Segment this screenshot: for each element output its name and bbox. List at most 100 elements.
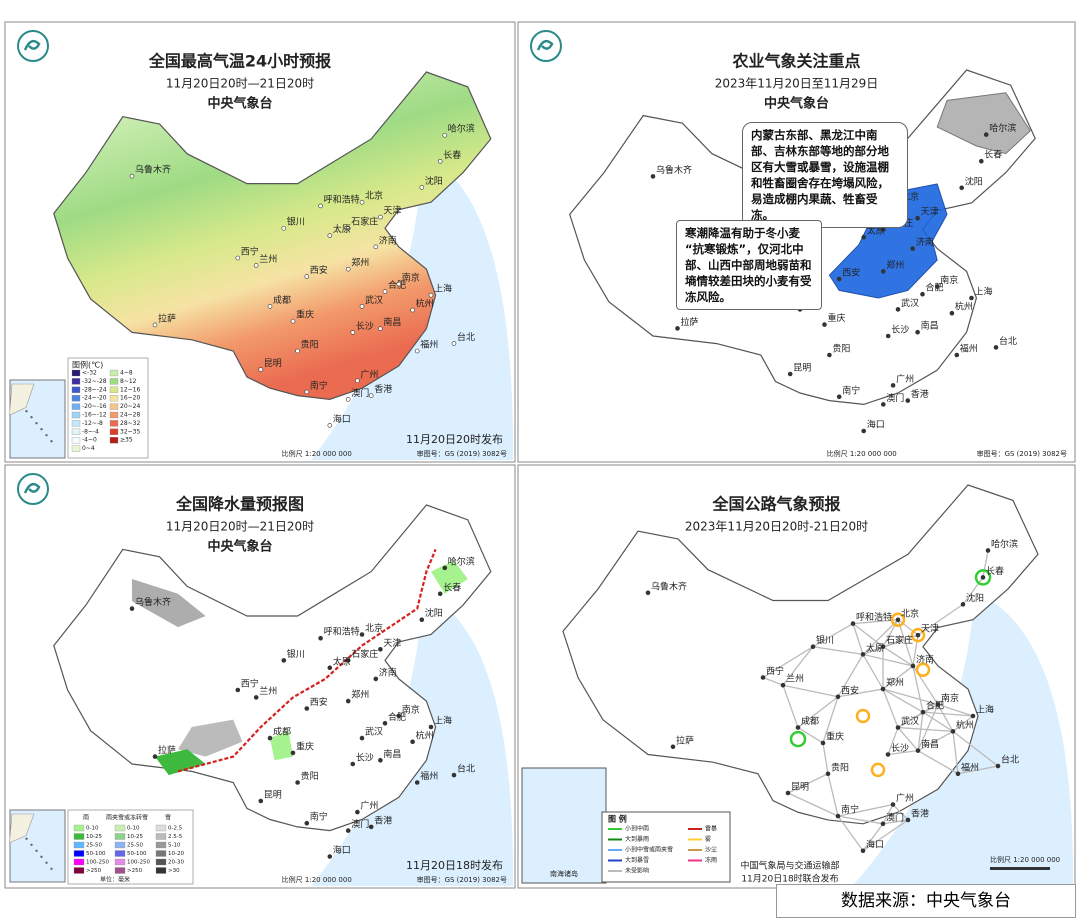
- city-dot: [954, 352, 960, 358]
- city-label: 呼和浩特: [324, 626, 360, 638]
- city-dot: [920, 291, 925, 297]
- legend-label: >250: [127, 868, 143, 874]
- legend-swatch: [155, 867, 167, 874]
- city-label: 太原: [866, 642, 884, 654]
- snow-area: [132, 579, 206, 628]
- legend-swatch: [109, 369, 119, 377]
- map-publisher: 中央气象台: [764, 96, 829, 112]
- city-label: 重庆: [296, 740, 314, 752]
- city-dot: [267, 304, 273, 309]
- fog-section: [915, 662, 931, 678]
- city-dot: [414, 780, 420, 785]
- inset-island: [30, 843, 33, 846]
- city-label: 重庆: [826, 730, 844, 742]
- legend-swatch: [109, 411, 119, 419]
- city-dot: [281, 225, 287, 231]
- highway: [917, 750, 959, 775]
- city-dot: [382, 720, 388, 726]
- city-label: 武汉: [365, 294, 383, 306]
- city-dot: [785, 790, 791, 796]
- city-dot: [378, 646, 383, 652]
- city-label: 香港: [374, 814, 392, 826]
- legend-label: <-32: [82, 370, 97, 377]
- cold-front: [177, 548, 437, 773]
- city-dot: [378, 757, 383, 763]
- frost-risk-area: [828, 183, 948, 299]
- legend-swatch: [155, 824, 167, 832]
- legend-label: 16~20: [120, 395, 140, 402]
- legend-swatch: [73, 824, 85, 832]
- scale-bar: [990, 867, 1050, 870]
- legend-swatch: [114, 867, 126, 874]
- legend-swatch: [71, 403, 81, 410]
- city-label: 沈阳: [965, 175, 983, 187]
- city-label: 海口: [333, 413, 351, 425]
- highway: [852, 623, 884, 648]
- legend-label: 0-10: [86, 826, 99, 832]
- city-dot: [152, 322, 158, 328]
- highway: [812, 646, 864, 656]
- highway: [962, 577, 984, 605]
- city-dot: [281, 658, 287, 663]
- city-label: 拉萨: [158, 312, 176, 324]
- legend-label: 0-10: [127, 826, 140, 832]
- highway: [822, 696, 839, 744]
- legend-swatch: [71, 420, 81, 427]
- city-label: 成都: [801, 715, 819, 727]
- city-label: 天津: [921, 624, 939, 635]
- map-publisher: 中央气象台: [207, 539, 272, 555]
- city-label: 石家庄: [886, 634, 913, 646]
- city-dot: [304, 706, 310, 711]
- city-dot: [880, 686, 886, 692]
- city-dot: [980, 575, 986, 580]
- city-label: 天津: [921, 207, 939, 218]
- highway: [882, 646, 914, 667]
- issue-time: 11月20日20时发布: [406, 432, 503, 446]
- city-dot: [780, 682, 786, 688]
- map-title: 全国公路气象预报: [711, 495, 840, 514]
- legend-label: -32~-28: [82, 378, 107, 385]
- city-label: 济南: [379, 666, 397, 678]
- city-dot: [910, 246, 916, 251]
- city-dot: [787, 371, 793, 377]
- city-label: 郑州: [886, 677, 904, 689]
- highway: [882, 804, 894, 825]
- city-label: 北京: [901, 607, 919, 619]
- city-dot: [304, 389, 310, 395]
- legend-label: 0-2.5: [168, 826, 183, 832]
- city-dot: [258, 798, 264, 804]
- city-dot: [885, 333, 891, 339]
- map-scale: 比例尺 1:20 000 000: [990, 855, 1060, 864]
- inset-island: [35, 849, 38, 852]
- legend-swatch: [114, 833, 126, 840]
- highway: [852, 623, 864, 655]
- city-dot: [820, 740, 826, 746]
- china-outline: [53, 504, 492, 832]
- logo: [17, 30, 49, 62]
- city-label: 乌鲁木齐: [135, 164, 171, 176]
- city-label: 南宁: [842, 384, 860, 396]
- city-label: 哈尔滨: [448, 555, 475, 567]
- map-subtitle: 2023年11月20日至11月29日: [715, 77, 879, 91]
- highway: [882, 819, 909, 825]
- city-dot: [253, 263, 259, 268]
- city-label: 沈阳: [425, 175, 443, 187]
- city-label: 广州: [896, 792, 914, 804]
- legend-label: 2.5-5: [168, 834, 183, 840]
- city-dot: [355, 809, 360, 815]
- callout-northeast: 内蒙古东部、黑龙江中南部、吉林东部等地的部分地区有大雪或暴雪，设施温棚和牲畜圈舍…: [742, 122, 908, 228]
- city-dot: [675, 326, 680, 331]
- city-dot: [327, 854, 333, 859]
- city-label: 拉萨: [158, 744, 176, 756]
- city-label: 长沙: [891, 742, 909, 754]
- city-label: 重庆: [828, 312, 846, 324]
- city-dot: [905, 398, 911, 403]
- map-subtitle: 11月20日20时—21日20时: [166, 520, 314, 534]
- legend-swatch: [109, 395, 119, 402]
- highway: [787, 773, 829, 794]
- city-label: 武汉: [901, 715, 919, 727]
- highway: [782, 646, 814, 686]
- city-label: 香港: [911, 388, 929, 400]
- city-label: 香港: [911, 807, 929, 819]
- legend-label: 10-25: [86, 834, 102, 840]
